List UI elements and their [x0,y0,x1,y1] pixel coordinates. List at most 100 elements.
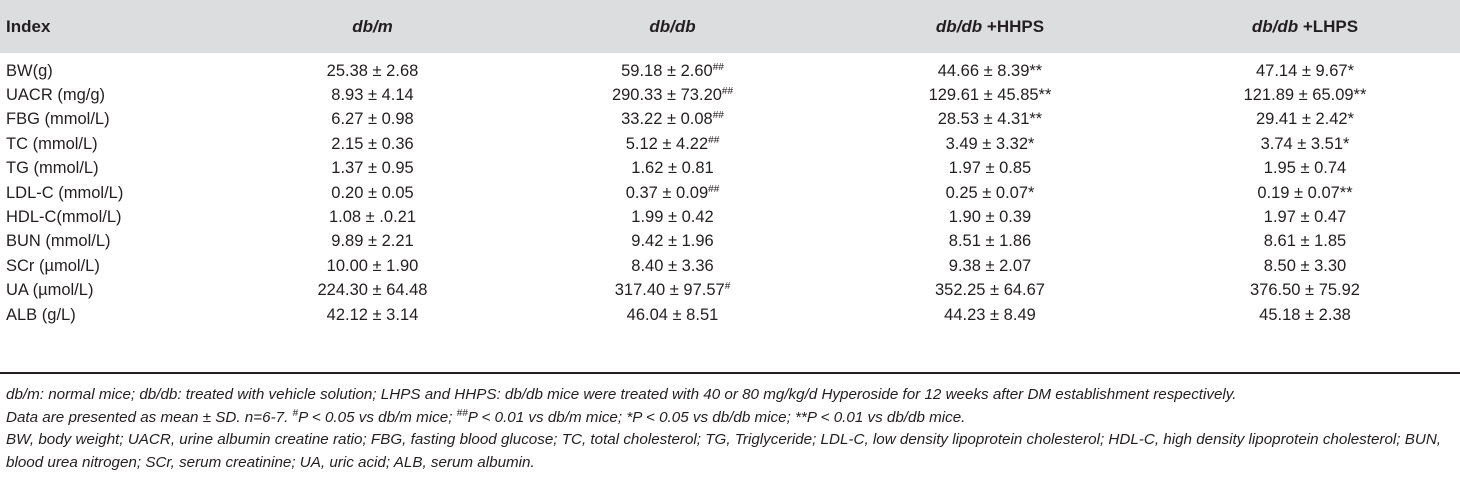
significance-mark: ## [712,110,724,122]
table-row: HDL-C(mmol/L) 1.08 ± .0.21 1.99 ± 0.42 1.90… [0,205,1460,229]
cell-value: 9.89 ± 2.21 [331,232,414,251]
cell-value: 46.04 ± 8.51 [626,305,719,324]
row-label: FBG (mmol/L) [6,110,110,129]
results-table: Index db/m db/db db/db +HHPS db/db +LHPS… [0,0,1460,327]
cell-value: 8.93 ± 4.14 [331,86,414,105]
cell-value: 29.41 ± 2.42* [1255,110,1355,129]
header-db-db: db/db [649,16,696,36]
table-cell: 5.12 ± 4.22## [515,132,830,156]
cell-value: 44.23 ± 8.49 [944,305,1036,324]
cell-value: 8.40 ± 3.36 [631,256,714,275]
significance-mark: # [724,281,731,293]
table-row: BUN (mmol/L) 9.89 ± 2.21 9.42 ± 1.96 8.51 ±… [0,230,1460,254]
table-cell: 10.00 ± 1.90 [230,254,515,278]
row-label: UACR (mg/g) [6,86,106,105]
table-cell: 1.97 ± 0.85 [830,157,1150,181]
table-cell: 121.89 ± 65.09** [1150,83,1460,107]
header-db-m: db/m [352,16,393,36]
table-row: BW(g) 25.38 ± 2.68 59.18 ± 2.60## 44.66 ± 8… [0,53,1460,83]
row-label: SCr (µmol/L) [6,256,100,275]
cell-value: 6.27 ± 0.98 [331,110,414,129]
table-cell: 8.61 ± 1.85 [1150,230,1460,254]
cell-value: 10.00 ± 1.90 [326,256,419,275]
row-label: BW(g) [6,61,53,80]
cell-value: 1.95 ± 0.74 [1263,159,1347,178]
table-cell: 3.74 ± 3.51* [1150,132,1460,156]
cell-value: 9.42 ± 1.96 [631,232,714,251]
table-cell: 44.23 ± 8.49 [830,303,1150,327]
footnote-statistics: Data are presented as mean ± SD. n=6-7. … [6,407,966,426]
row-label: UA (µmol/L) [6,281,94,300]
table-cell: 59.18 ± 2.60## [515,53,830,83]
cell-value: 28.53 ± 4.31** [937,110,1043,129]
table-cell: 3.49 ± 3.32* [830,132,1150,156]
table-cell: 8.40 ± 3.36 [515,254,830,278]
cell-value: 47.14 ± 9.67* [1255,61,1355,80]
footnote-groups: db/m: normal mice; db/db: treated with v… [6,386,1237,403]
table-cell: 47.14 ± 9.67* [1150,53,1460,83]
table-cell: 129.61 ± 45.85** [830,83,1150,107]
table-row: FBG (mmol/L) 6.27 ± 0.98 33.22 ± 0.08## 28.… [0,108,1460,132]
cell-value: 0.20 ± 0.05 [331,183,414,202]
header-index: Index [6,16,51,36]
table-cell: 45.18 ± 2.38 [1150,303,1460,327]
cell-value: 8.51 ± 1.86 [948,232,1032,251]
table-cell: 8.50 ± 3.30 [1150,254,1460,278]
row-label: TG (mmol/L) [6,159,99,178]
row-label: TC (mmol/L) [6,134,98,153]
cell-value: 0.37 ± 0.09 [625,183,709,202]
cell-value: 45.18 ± 2.38 [1259,305,1351,324]
table-cell: 9.42 ± 1.96 [515,230,830,254]
cell-value: 8.61 ± 1.85 [1263,232,1347,251]
cell-value: 3.49 ± 3.32* [945,134,1035,153]
table-header-background [0,0,1460,53]
table-cell: 6.27 ± 0.98 [230,108,515,132]
cell-value: 1.99 ± 0.42 [631,208,714,227]
table-row: TG (mmol/L) 1.37 ± 0.95 1.62 ± 0.81 1.97 ± … [0,157,1460,181]
table-row: UACR (mg/g) 8.93 ± 4.14 290.33 ± 73.20## 12… [0,83,1460,107]
table-cell: 224.30 ± 64.48 [230,279,515,303]
cell-value: 1.90 ± 0.39 [948,208,1032,227]
cell-value: 121.89 ± 65.09** [1243,86,1367,105]
significance-mark: ## [712,61,724,73]
cell-value: 224.30 ± 64.48 [317,281,428,300]
table-cell: 352.25 ± 64.67 [830,279,1150,303]
table-row: LDL-C (mmol/L) 0.20 ± 0.05 0.37 ± 0.09## 0.… [0,181,1460,205]
cell-value: 42.12 ± 3.14 [326,305,419,324]
row-label: LDL-C (mmol/L) [6,183,124,202]
table-cell: 8.51 ± 1.86 [830,230,1150,254]
cell-value: 5.12 ± 4.22 [625,134,709,153]
cell-value: 1.62 ± 0.81 [631,159,714,178]
cell-value: 44.66 ± 8.39** [937,61,1043,80]
cell-value: 290.33 ± 73.20 [611,86,722,105]
table-cell: 42.12 ± 3.14 [230,303,515,327]
table-cell: 1.37 ± 0.95 [230,157,515,181]
row-label: ALB (g/L) [6,305,76,324]
cell-value: 1.97 ± 0.85 [948,159,1032,178]
table-cell: 25.38 ± 2.68 [230,53,515,83]
table-cell: 8.93 ± 4.14 [230,83,515,107]
table-cell: 44.66 ± 8.39** [830,53,1150,83]
cell-value: 1.08 ± .0.21 [328,208,417,227]
table-cell: 317.40 ± 97.57# [515,279,830,303]
table-header-row: Index db/m db/db db/db +HHPS db/db +LHPS [0,0,1460,53]
cell-value: 1.37 ± 0.95 [331,159,414,178]
table-cell: 0.37 ± 0.09## [515,181,830,205]
cell-value: 25.38 ± 2.68 [326,61,419,80]
cell-value: 9.38 ± 2.07 [948,256,1032,275]
significance-mark: ## [708,183,720,195]
table-cell: 1.99 ± 0.42 [515,205,830,229]
footnote-abbreviations: BW, body weight; UACR, urine albumin cre… [6,431,1442,471]
significance-mark: ## [708,134,720,146]
table-cell: 0.25 ± 0.07* [830,181,1150,205]
table-footnotes: db/m: normal mice; db/db: treated with v… [6,384,1456,474]
header-db-db-hhps: db/db +HHPS [935,16,1045,36]
table-cell: 28.53 ± 4.31** [830,108,1150,132]
row-label: BUN (mmol/L) [6,232,111,251]
table-row: ALB (g/L) 42.12 ± 3.14 46.04 ± 8.51 44.23 ±… [0,303,1460,327]
cell-value: 33.22 ± 0.08 [621,110,713,129]
header-db-db-lhps: db/db +LHPS [1251,16,1359,36]
table-cell: 376.50 ± 75.92 [1150,279,1460,303]
cell-value: 1.97 ± 0.47 [1263,208,1347,227]
cell-value: 129.61 ± 45.85** [928,86,1052,105]
